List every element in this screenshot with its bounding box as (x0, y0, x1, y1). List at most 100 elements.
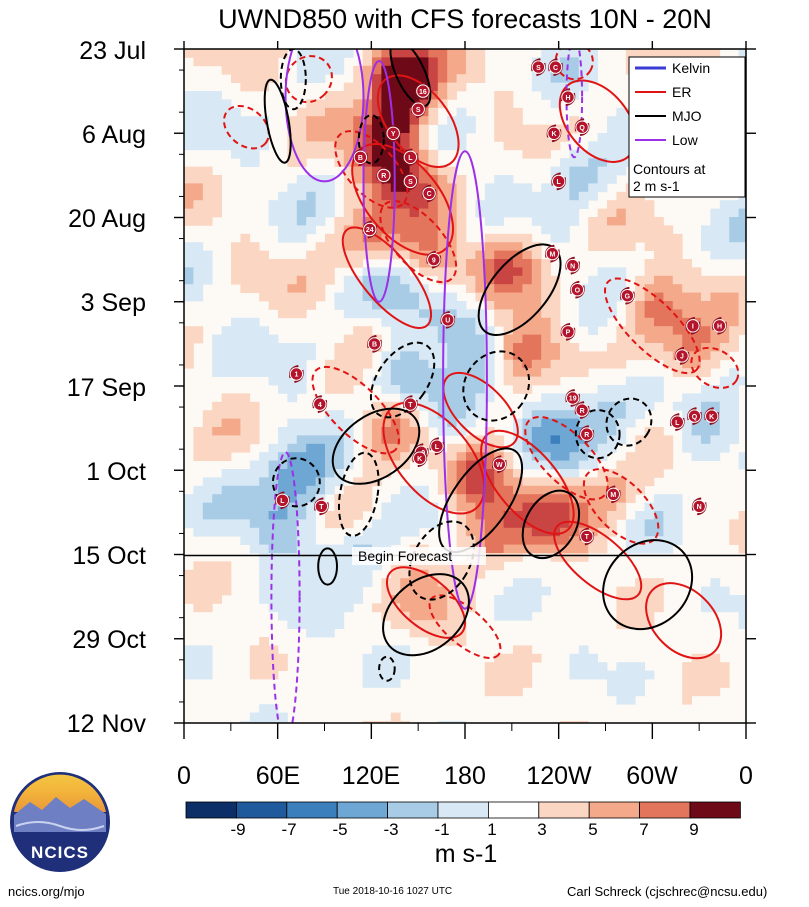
field-cell (654, 586, 664, 596)
field-cell (607, 175, 617, 184)
field-cell (315, 485, 326, 495)
field-cell (249, 410, 260, 419)
colorbar-box (437, 801, 489, 819)
field-cell (456, 376, 467, 386)
field-cell (588, 309, 598, 319)
field-cell (588, 511, 598, 520)
field-cell (400, 124, 410, 134)
field-cell (503, 301, 514, 310)
storm-marker (413, 451, 427, 465)
field-cell (202, 57, 213, 67)
field-cell (710, 679, 721, 688)
field-cell (616, 326, 627, 335)
field-cell (334, 469, 345, 478)
field-cell (588, 653, 598, 663)
ncics-logo[interactable]: NCICS (10, 772, 110, 872)
field-cell (569, 401, 580, 411)
field-cell (447, 494, 457, 503)
field-cell (231, 393, 241, 403)
field-cell (475, 275, 486, 285)
field-cell (259, 502, 269, 512)
field-cell (240, 351, 251, 361)
field-cell (259, 569, 269, 579)
field-cell (231, 107, 241, 117)
field-cell (390, 334, 401, 344)
field-cell (597, 141, 608, 151)
field-cell (268, 49, 279, 58)
field-cell (710, 334, 721, 344)
field-cell (475, 376, 486, 386)
field-cell (231, 124, 241, 134)
field-cell (221, 561, 232, 571)
field-cell (184, 116, 194, 125)
field-cell (353, 511, 363, 520)
field-cell (494, 200, 504, 209)
field-cell (334, 477, 345, 487)
field-cell (475, 267, 486, 277)
field-cell (306, 74, 316, 83)
field-cell (569, 149, 580, 159)
field-cell (202, 183, 213, 193)
field-cell (278, 376, 288, 386)
field-cell (719, 427, 730, 436)
field-cell (475, 317, 486, 327)
field-cell (588, 149, 598, 159)
field-cell (503, 233, 514, 243)
field-cell (597, 275, 608, 285)
field-cell (437, 65, 448, 75)
footer-site-link[interactable]: ncics.org/mjo (8, 884, 85, 899)
field-cell (503, 679, 514, 688)
field-cell (447, 418, 457, 428)
field-cell (663, 351, 674, 361)
field-cell (588, 233, 598, 243)
field-cell (719, 217, 730, 226)
storm-marker (566, 391, 580, 405)
field-cell (682, 49, 692, 58)
field-cell (400, 460, 410, 470)
field-cell (184, 494, 194, 503)
field-cell (466, 376, 476, 386)
storm-label: B (358, 155, 363, 162)
field-cell (249, 141, 260, 151)
field-cell (372, 158, 382, 167)
field-cell (231, 133, 241, 142)
field-cell (193, 502, 204, 512)
field-cell (259, 494, 269, 503)
field-cell (353, 91, 363, 100)
field-cell (202, 166, 213, 176)
field-cell (268, 712, 279, 722)
field-cell (278, 275, 288, 285)
field-cell (202, 217, 213, 226)
field-cell (325, 49, 335, 58)
field-cell (588, 175, 598, 184)
field-cell (400, 326, 410, 335)
field-cell (644, 292, 655, 302)
field-cell (296, 511, 307, 520)
field-cell (513, 469, 523, 478)
field-cell (212, 452, 222, 461)
field-cell (400, 57, 410, 67)
field-cell (437, 603, 448, 613)
field-cell (287, 233, 298, 243)
field-cell (419, 217, 429, 226)
field-cell (400, 435, 410, 445)
field-cell (635, 401, 645, 411)
field-cell (447, 368, 457, 377)
field-cell (400, 65, 410, 75)
field-cell (428, 418, 439, 428)
field-cell (456, 418, 467, 428)
storm-marker (620, 289, 635, 303)
field-cell (353, 284, 363, 293)
field-cell (343, 334, 354, 344)
field-cell (259, 645, 269, 655)
field-cell (287, 561, 298, 571)
field-cell (550, 217, 561, 226)
field-cell (541, 225, 551, 235)
field-cell (701, 653, 711, 663)
field-cell (259, 275, 269, 285)
field-cell (306, 225, 316, 235)
field-cell (475, 511, 486, 520)
field-cell (531, 435, 542, 445)
field-cell (503, 284, 514, 293)
field-cell (663, 502, 674, 512)
